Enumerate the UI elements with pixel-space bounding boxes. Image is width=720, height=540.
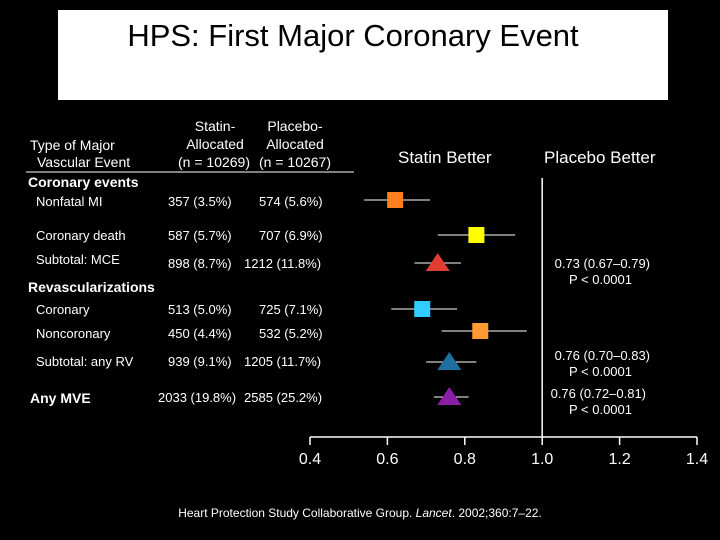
title-box: HPS: First Major Coronary Event	[58, 10, 668, 100]
row-label-nonfatal-mi: Nonfatal MI	[36, 194, 103, 209]
statin-value: 450 (4.4%)	[168, 326, 232, 341]
citation-suffix: . 2002;360:7–22.	[451, 506, 542, 520]
placebo-value: 2585 (25.2%)	[244, 390, 323, 405]
estimate-square	[472, 323, 489, 339]
placebo-value: 1212 (11.8%)	[244, 256, 322, 271]
estimate-square	[468, 227, 485, 243]
header-type-line1: Type of Major	[30, 137, 115, 153]
placebo-value: 532 (5.2%)	[259, 326, 323, 341]
stat-rv-line2: P < 0.0001	[568, 364, 632, 379]
placebo-value: 725 (7.1%)	[259, 302, 323, 317]
citation-journal: Lancet	[415, 506, 452, 520]
section-revascularizations: Revascularizations	[28, 279, 155, 295]
row-label-coronary: Coronary	[36, 302, 90, 317]
stat-rv-line1: 0.76 (0.70–0.83)	[554, 348, 650, 363]
axis-tick-label: 1.4	[685, 451, 709, 468]
axis-tick-label: 0.8	[453, 451, 476, 468]
header-statin-line3: (n = 10269)	[178, 154, 250, 170]
placebo-better-label: Placebo Better	[544, 148, 656, 167]
axis-tick-label: 1.2	[608, 451, 631, 468]
statin-value: 898 (8.7%)	[168, 256, 232, 271]
axis-tick-label: 0.6	[376, 451, 399, 468]
placebo-value: 707 (6.9%)	[259, 228, 323, 243]
header-statin-line1: Statin-	[194, 118, 236, 134]
page-title: HPS: First Major Coronary Event	[127, 18, 579, 53]
stat-mve-line2: P < 0.0001	[568, 402, 632, 417]
stat-mve-line1: 0.76 (0.72–0.81)	[550, 386, 646, 401]
row-label-noncoronary: Noncoronary	[36, 326, 111, 341]
estimate-triangle	[437, 352, 462, 370]
axis-tick-label: 0.4	[298, 451, 322, 468]
axis-tick-label: 1.0	[531, 451, 554, 468]
statin-value: 357 (3.5%)	[168, 194, 232, 209]
stat-mce-line2: P < 0.0001	[568, 272, 632, 287]
estimate-triangle	[425, 253, 450, 271]
placebo-value: 574 (5.6%)	[259, 194, 323, 209]
estimate-square	[414, 301, 431, 317]
row-label-any-mve: Any MVE	[30, 390, 91, 406]
header-placebo-line1: Placebo-	[267, 118, 323, 134]
section-coronary-events: Coronary events	[28, 174, 139, 190]
header-placebo-line2: Allocated	[266, 136, 324, 152]
stat-mce-line1: 0.73 (0.67–0.79)	[554, 256, 650, 271]
statin-value: 2033 (19.8%)	[158, 390, 237, 405]
statin-value: 513 (5.0%)	[168, 302, 232, 317]
estimate-square	[387, 192, 404, 208]
citation-prefix: Heart Protection Study Collaborative Gro…	[178, 506, 416, 520]
estimate-triangle	[437, 387, 462, 405]
statin-better-label: Statin Better	[398, 148, 492, 167]
citation: Heart Protection Study Collaborative Gro…	[0, 506, 720, 520]
header-type-line2: Vascular Event	[37, 154, 131, 170]
header-placebo-line3: (n = 10267)	[259, 154, 331, 170]
statin-value: 939 (9.1%)	[168, 354, 232, 369]
row-label-subtotal-mce: Subtotal: MCE	[36, 252, 120, 267]
row-label-subtotal-any-rv: Subtotal: any RV	[36, 354, 134, 369]
placebo-value: 1205 (11.7%)	[244, 354, 322, 369]
row-label-coronary-death: Coronary death	[36, 228, 126, 243]
statin-value: 587 (5.7%)	[168, 228, 232, 243]
header-statin-line2: Allocated	[186, 136, 244, 152]
